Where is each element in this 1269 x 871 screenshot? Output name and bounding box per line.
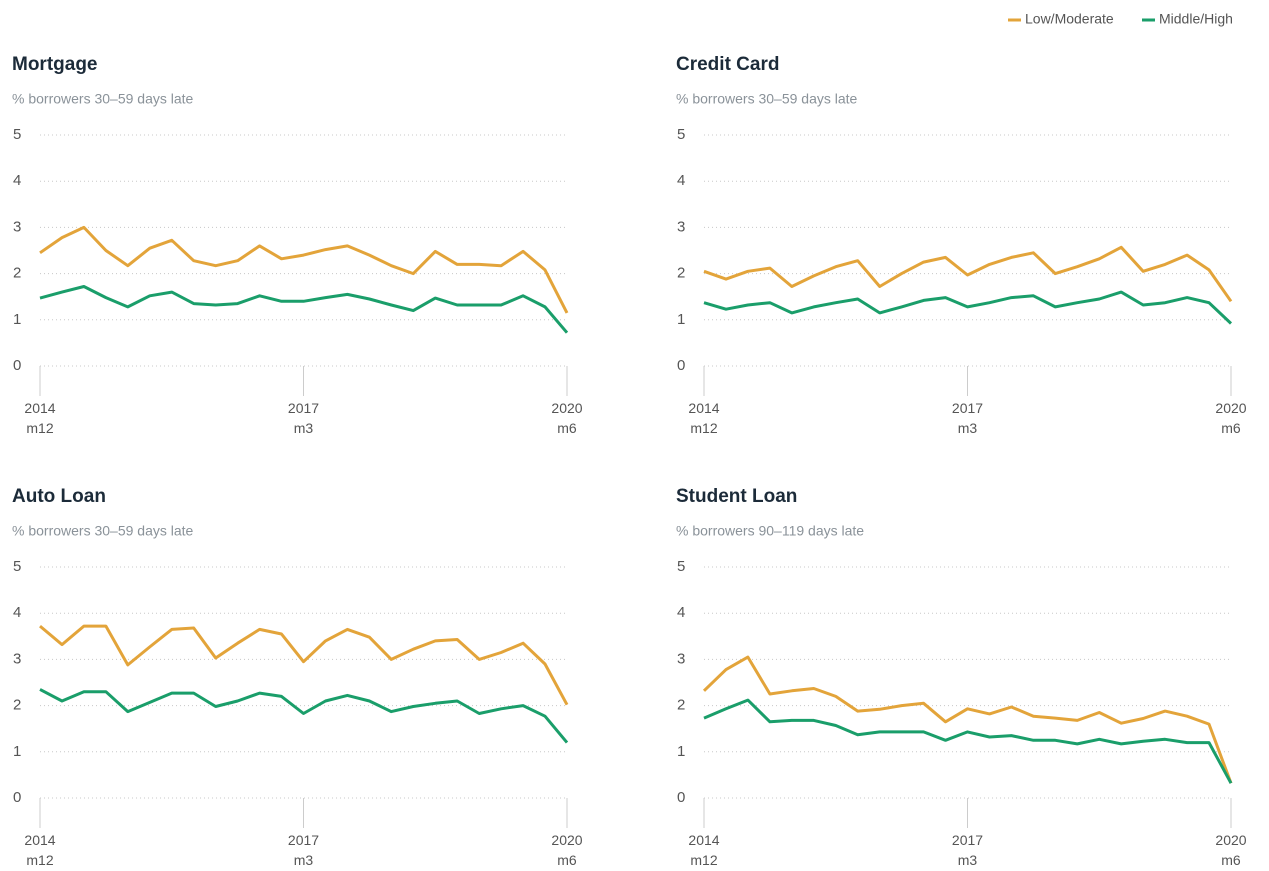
x-tick-label: 2014 m12 xyxy=(688,832,720,868)
x-tick-label: 2017 m3 xyxy=(287,400,320,436)
x-tick-label: 2020 m6 xyxy=(551,400,583,436)
y-tick-label: 1 xyxy=(677,743,685,760)
chart-title: Mortgage xyxy=(12,54,98,75)
line-series xyxy=(702,655,1233,784)
x-tick-label: 2014 m12 xyxy=(24,400,56,436)
chart-title: Credit Card xyxy=(676,54,779,75)
y-tick-label: 5 xyxy=(13,126,21,143)
line-series xyxy=(703,245,1233,303)
y-tick-label: 3 xyxy=(677,218,685,235)
y-tick-label: 5 xyxy=(13,558,21,575)
y-tick-label: 4 xyxy=(677,172,685,189)
x-tick-label: 2017 m3 xyxy=(287,832,320,868)
chart-title: Student Loan xyxy=(676,486,797,507)
y-tick-label: 4 xyxy=(13,172,21,189)
x-tick-label: 2014 m12 xyxy=(688,400,720,436)
y-tick-label: 2 xyxy=(677,265,685,282)
y-tick-label: 1 xyxy=(677,311,685,328)
chart-subtitle: % borrowers 30–59 days late xyxy=(12,91,194,107)
y-tick-label: 1 xyxy=(13,743,21,760)
chart-subtitle: % borrowers 30–59 days late xyxy=(676,91,858,107)
y-tick-label: 2 xyxy=(677,697,685,714)
y-tick-label: 4 xyxy=(677,604,685,621)
line-series xyxy=(39,688,569,744)
legend-label: Low/Moderate xyxy=(1025,11,1114,27)
x-tick-label: 2017 m3 xyxy=(951,832,984,868)
y-tick-label: 5 xyxy=(677,558,685,575)
legend-label: Middle/High xyxy=(1159,11,1233,27)
x-tick-label: 2020 m6 xyxy=(551,832,583,868)
x-tick-label: 2014 m12 xyxy=(24,832,56,868)
line-series xyxy=(39,285,569,334)
y-tick-label: 5 xyxy=(677,126,685,143)
x-tick-label: 2020 m6 xyxy=(1215,400,1247,436)
y-tick-label: 2 xyxy=(13,697,21,714)
line-series xyxy=(703,290,1233,325)
y-tick-label: 1 xyxy=(13,311,21,328)
y-tick-label: 0 xyxy=(677,357,685,374)
y-tick-label: 2 xyxy=(13,265,21,282)
x-tick-label: 2017 m3 xyxy=(951,400,984,436)
y-tick-label: 4 xyxy=(13,604,21,621)
y-tick-label: 3 xyxy=(13,218,21,235)
chart-subtitle: % borrowers 30–59 days late xyxy=(12,523,194,539)
chart-title: Auto Loan xyxy=(12,486,106,507)
y-tick-label: 3 xyxy=(13,650,21,667)
line-series xyxy=(39,225,569,314)
line-series xyxy=(39,624,569,706)
y-tick-label: 3 xyxy=(677,650,685,667)
line-series xyxy=(703,698,1233,784)
y-tick-label: 0 xyxy=(13,789,21,806)
chart-subtitle: % borrowers 90–119 days late xyxy=(676,523,864,539)
y-tick-label: 0 xyxy=(677,789,685,806)
y-tick-label: 0 xyxy=(13,357,21,374)
x-tick-label: 2020 m6 xyxy=(1215,832,1247,868)
